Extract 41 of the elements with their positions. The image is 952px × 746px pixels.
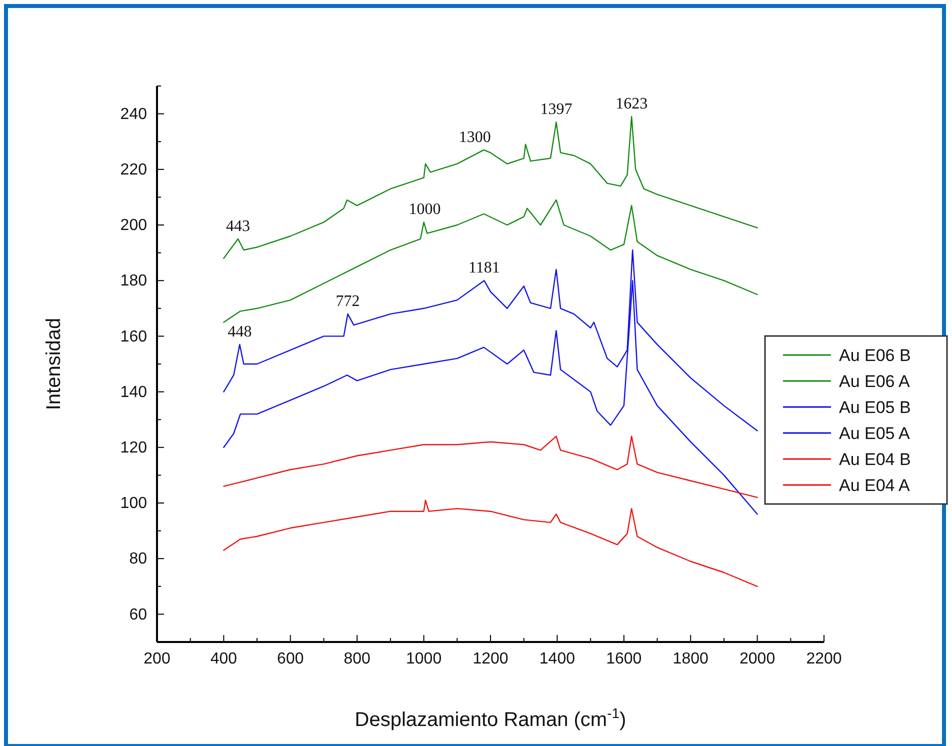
annotation: 1181 [468, 260, 500, 277]
y-axis-title: Intensidad [43, 318, 65, 410]
annotation: 1000 [408, 201, 441, 218]
annotation: 1623 [616, 96, 648, 113]
legend-label: Au E04 A [839, 476, 911, 495]
legend-label: Au E05 B [839, 398, 911, 417]
y-tick-label: 120 [120, 440, 148, 457]
x-tick-label: 200 [144, 650, 170, 668]
x-tick-label: 1000 [406, 650, 442, 668]
annotation: 772 [336, 292, 360, 310]
x-tick-label: 1200 [472, 650, 508, 668]
legend-label: Au E06 A [839, 372, 911, 391]
annotation: 448 [228, 324, 252, 341]
y-tick-label: 80 [129, 550, 148, 568]
y-tick-label: 220 [120, 162, 148, 179]
y-tick-label: 180 [120, 272, 148, 290]
x-tick-label: 1600 [606, 650, 642, 668]
line-series [223, 199, 758, 323]
x-tick-label: 800 [344, 650, 371, 668]
line-series [223, 436, 758, 498]
x-tick-label: 1400 [539, 650, 576, 668]
y-tick-label: 240 [120, 106, 148, 123]
legend-label: Au E06 B [839, 346, 911, 365]
x-tick-label: 600 [277, 650, 304, 668]
x-tick-label: 2200 [806, 650, 842, 668]
line-series [223, 116, 758, 259]
y-tick-label: 200 [120, 217, 148, 234]
line-series [223, 500, 758, 587]
y-tick-label: 100 [120, 495, 148, 512]
x-tick-label: 1800 [672, 650, 708, 668]
annotation: 1300 [458, 128, 491, 146]
legend-label: Au E04 B [839, 450, 911, 469]
annotation: 1397 [540, 101, 572, 118]
x-tick-label: 400 [210, 650, 238, 668]
annotation: 443 [226, 218, 250, 235]
x-axis-title: Desplazamiento Raman (cm$^{-1}$) [354, 705, 626, 731]
y-tick-label: 160 [120, 328, 148, 346]
y-tick-label: 140 [120, 384, 148, 401]
legend-label: Au E05 A [839, 424, 911, 443]
x-tick-label: 2000 [740, 650, 776, 668]
y-tick-label: 60 [129, 606, 148, 624]
